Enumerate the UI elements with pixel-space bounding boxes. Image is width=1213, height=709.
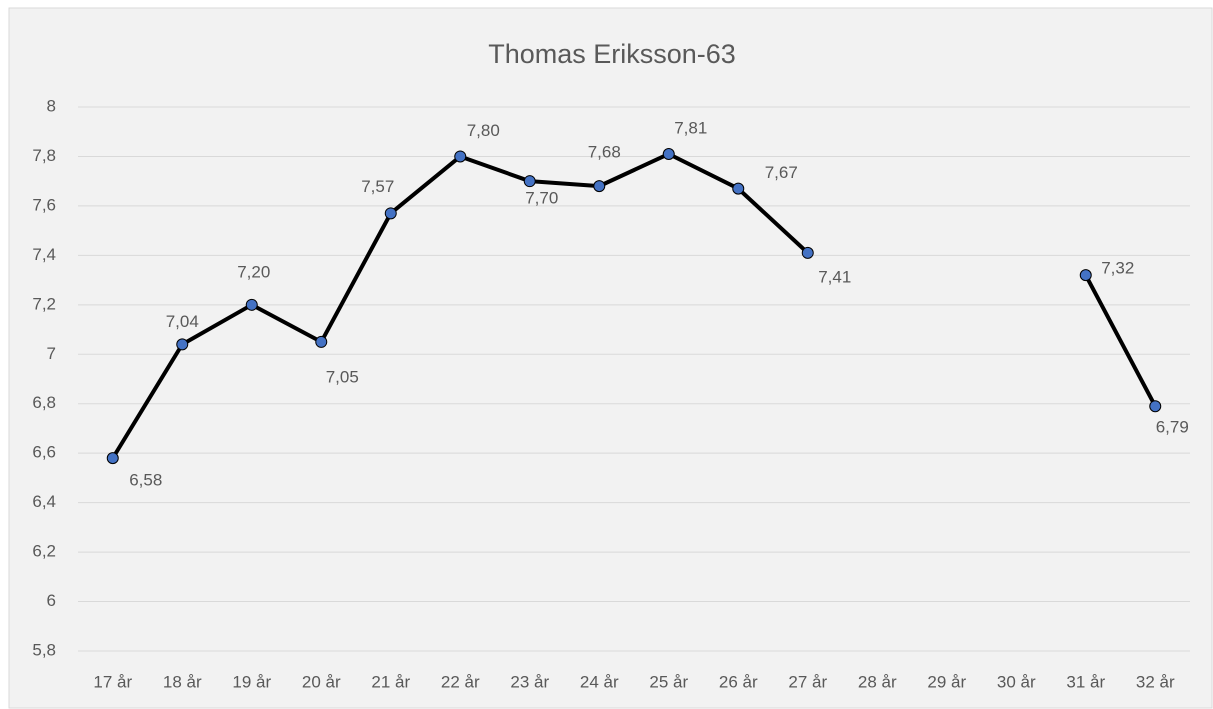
data-label: 7,57 — [361, 177, 394, 196]
y-tick-label: 6,6 — [32, 443, 56, 462]
marker — [1149, 400, 1162, 413]
x-tick-label: 28 år — [858, 672, 897, 691]
data-label: 7,70 — [525, 189, 558, 208]
marker — [801, 246, 814, 259]
x-tick-label: 26 år — [719, 672, 758, 691]
x-tick-label: 29 år — [927, 672, 966, 691]
x-tick-label: 25 år — [649, 672, 688, 691]
x-tick-label: 17 år — [93, 672, 132, 691]
marker — [245, 298, 258, 311]
marker — [176, 338, 189, 351]
y-tick-label: 6,8 — [32, 393, 56, 412]
x-tick-label: 27 år — [788, 672, 827, 691]
data-label: 7,05 — [326, 367, 359, 386]
x-tick-label: 20 år — [302, 672, 341, 691]
y-tick-label: 8 — [47, 96, 56, 115]
chart-area — [8, 7, 1213, 709]
x-tick-label: 18 år — [163, 672, 202, 691]
y-tick-label: 5,8 — [32, 640, 56, 659]
y-tick-label: 7,2 — [32, 294, 56, 313]
y-tick-label: 6 — [47, 591, 56, 610]
marker — [523, 175, 536, 188]
x-tick-label: 30 år — [997, 672, 1036, 691]
data-label: 6,79 — [1156, 418, 1189, 437]
data-label: 7,67 — [765, 163, 798, 182]
x-tick-label: 23 år — [510, 672, 549, 691]
marker — [1079, 269, 1092, 282]
marker — [732, 182, 745, 195]
data-label: 7,32 — [1101, 259, 1134, 278]
y-tick-label: 7,8 — [32, 146, 56, 165]
marker — [454, 150, 467, 163]
marker — [593, 180, 606, 193]
x-tick-label: 22 år — [441, 672, 480, 691]
data-label: 7,81 — [674, 118, 707, 137]
chart-title: Thomas Eriksson-63 — [488, 39, 736, 69]
y-tick-label: 7,6 — [32, 195, 56, 214]
y-tick-label: 6,4 — [32, 492, 56, 511]
marker — [662, 147, 675, 160]
marker — [315, 335, 328, 348]
x-tick-label: 31 år — [1066, 672, 1105, 691]
y-tick-label: 7,4 — [32, 245, 56, 264]
data-label: 7,68 — [588, 143, 621, 162]
x-tick-label: 32 år — [1136, 672, 1175, 691]
data-label: 6,58 — [129, 471, 162, 490]
marker — [384, 207, 397, 220]
x-tick-label: 24 år — [580, 672, 619, 691]
data-label: 7,80 — [467, 121, 500, 140]
x-tick-label: 21 år — [371, 672, 410, 691]
data-label: 7,20 — [237, 262, 270, 281]
x-tick-label: 19 år — [232, 672, 271, 691]
y-tick-label: 6,2 — [32, 542, 56, 561]
data-label: 7,41 — [818, 267, 851, 286]
data-label: 7,04 — [166, 312, 199, 331]
y-tick-label: 7 — [47, 344, 56, 363]
marker — [106, 452, 119, 465]
